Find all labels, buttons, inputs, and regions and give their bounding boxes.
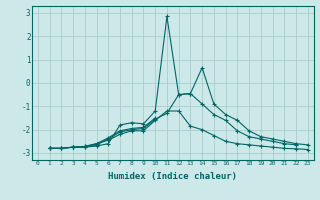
X-axis label: Humidex (Indice chaleur): Humidex (Indice chaleur) (108, 172, 237, 181)
